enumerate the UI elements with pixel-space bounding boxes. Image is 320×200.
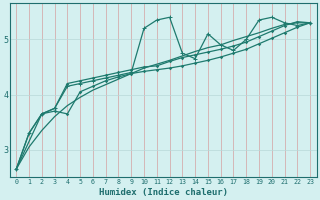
X-axis label: Humidex (Indice chaleur): Humidex (Indice chaleur) [99, 188, 228, 197]
